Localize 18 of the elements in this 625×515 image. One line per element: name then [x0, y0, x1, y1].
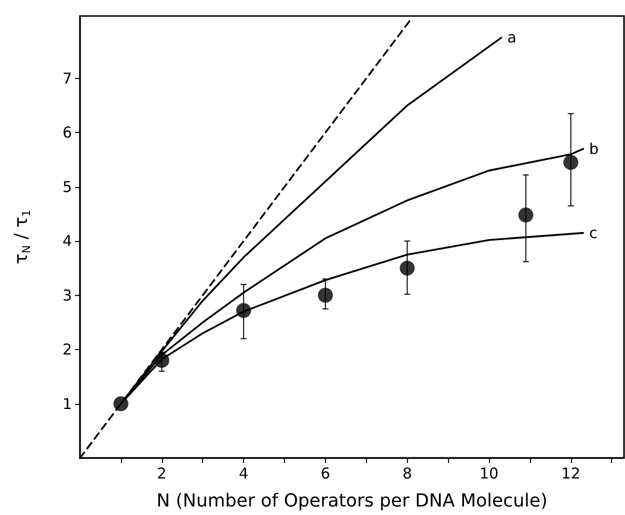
x-tick-label: 4: [238, 464, 248, 482]
y-tick-label: 1: [62, 394, 72, 413]
y-tick-label: 3: [62, 286, 72, 304]
x-tick-label: 6: [320, 464, 330, 482]
y-tick-label: 7: [62, 69, 72, 88]
x-tick-label: 2: [157, 464, 167, 482]
x-tick-label: 8: [402, 464, 412, 482]
y-tick-label: 5: [62, 178, 72, 196]
x-axis-title: N (Number of Operators per DNA Molecule): [156, 490, 548, 512]
y-tick-label: 4: [62, 232, 72, 250]
y-tick-label: 6: [62, 124, 72, 142]
x-tick-label: 12: [561, 464, 580, 482]
series-label: a: [507, 28, 516, 47]
y-axis-title: τN / τ1: [11, 210, 33, 264]
series-label: c: [589, 224, 598, 242]
x-tick-label: 10: [479, 464, 499, 482]
y-tick-label: 2: [62, 340, 72, 359]
series-label: b: [589, 140, 599, 158]
